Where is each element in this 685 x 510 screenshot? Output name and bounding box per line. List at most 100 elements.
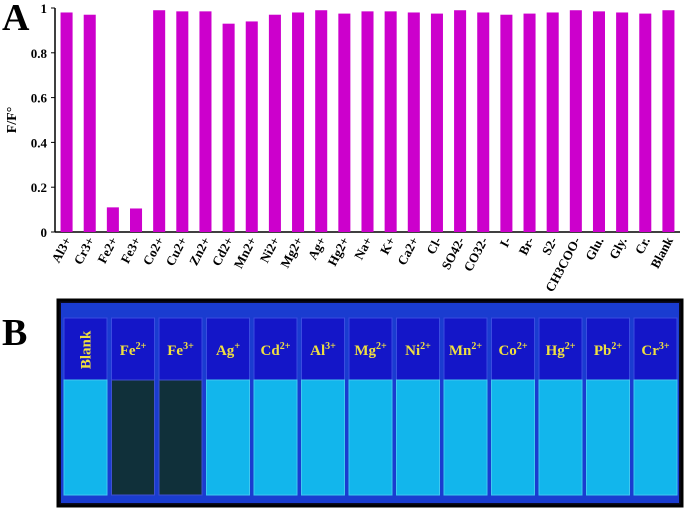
cuvette-top bbox=[396, 317, 440, 381]
bar bbox=[454, 10, 467, 232]
y-tick-label: 0 bbox=[41, 225, 48, 240]
panel-label: A bbox=[2, 0, 30, 39]
cuvette-top bbox=[158, 317, 203, 381]
bar bbox=[106, 207, 119, 232]
cuvette-label: Ni2+ bbox=[405, 341, 431, 359]
cuvette-top bbox=[111, 317, 155, 381]
bar bbox=[176, 11, 189, 232]
cuvette-top bbox=[538, 317, 583, 381]
bar bbox=[130, 208, 143, 232]
x-tick-label: Cu2+ bbox=[162, 234, 190, 268]
ion-symbol: Ni bbox=[405, 343, 420, 359]
y-tick-label: 0.2 bbox=[31, 180, 47, 195]
cuvette-label: Ag+ bbox=[216, 341, 240, 359]
x-tick-label: I- bbox=[496, 234, 514, 249]
x-tick-label: Mn2+ bbox=[230, 234, 259, 271]
bar bbox=[60, 12, 73, 233]
x-tick-label: Br- bbox=[515, 234, 537, 257]
bar bbox=[292, 12, 305, 233]
ion-charge: + bbox=[234, 341, 240, 352]
y-tick-label: 0.4 bbox=[31, 135, 48, 150]
cuvette-top bbox=[63, 317, 108, 381]
bar bbox=[361, 11, 374, 232]
y-tick-label: 0.6 bbox=[31, 91, 48, 106]
bar bbox=[407, 12, 420, 233]
ion-symbol: Hg bbox=[546, 343, 566, 359]
x-tick-label: S2- bbox=[539, 234, 561, 257]
cuvette-label: Hg2+ bbox=[546, 341, 576, 359]
cuvette-label: Cr3+ bbox=[641, 341, 670, 359]
panel-label: B bbox=[2, 312, 27, 354]
bar bbox=[500, 14, 513, 232]
x-tick-label: Cl- bbox=[423, 234, 444, 256]
x-tick-label: Cr. bbox=[632, 234, 653, 256]
cuvette-solution bbox=[63, 379, 108, 496]
x-tick-label: Ca2+ bbox=[394, 234, 421, 267]
cuvette-label: Blank bbox=[79, 330, 95, 369]
bar bbox=[523, 13, 536, 232]
bar bbox=[662, 10, 675, 232]
cuvette-top bbox=[253, 317, 298, 381]
bar bbox=[153, 10, 166, 232]
ion-symbol: Al bbox=[310, 343, 325, 359]
x-tick-label: Mg2+ bbox=[277, 234, 306, 270]
cuvette-solution bbox=[158, 379, 203, 496]
cuvette-top bbox=[206, 317, 250, 381]
cuvette-solution bbox=[443, 379, 488, 496]
ion-charge: 2+ bbox=[471, 341, 482, 352]
ion-symbol: Mg bbox=[354, 343, 376, 359]
bar bbox=[83, 14, 96, 232]
bar bbox=[222, 23, 235, 233]
bar bbox=[315, 10, 328, 232]
cuvette-label: Fe3+ bbox=[167, 341, 194, 359]
cuvette-solution bbox=[111, 379, 155, 496]
x-tick-label: Na+ bbox=[351, 234, 375, 262]
ion-symbol: Co bbox=[498, 343, 516, 359]
ion-charge: 2+ bbox=[280, 341, 291, 352]
ion-charge: 3+ bbox=[325, 341, 336, 352]
x-tick-label: Glu. bbox=[582, 234, 607, 262]
cuvette-top bbox=[491, 317, 535, 381]
cuvette-label: Mn2+ bbox=[449, 341, 483, 359]
y-tick-label: 1 bbox=[41, 1, 48, 16]
cuvette-label: Al3+ bbox=[310, 341, 336, 359]
ion-symbol: Cd bbox=[261, 343, 281, 359]
cuvette-label: Cd2+ bbox=[261, 341, 291, 359]
x-tick-label: Gly. bbox=[606, 234, 630, 261]
bar bbox=[430, 13, 443, 232]
cuvette-solution bbox=[396, 379, 440, 496]
cuvette-solution bbox=[348, 379, 393, 496]
x-tick-label: Blank bbox=[647, 234, 676, 271]
ion-charge: 3+ bbox=[183, 341, 194, 352]
bar bbox=[477, 12, 490, 233]
ion-symbol: Fe bbox=[120, 343, 136, 359]
cuvette-label: Pb2+ bbox=[594, 341, 623, 359]
ion-charge: 2+ bbox=[565, 341, 576, 352]
cuvette-top bbox=[443, 317, 488, 381]
x-tick-label: Cr3+ bbox=[70, 234, 97, 267]
cuvette-top bbox=[348, 317, 393, 381]
cuvette-solution bbox=[301, 379, 345, 496]
x-tick-label: Fe2+ bbox=[94, 234, 120, 265]
cuvette-label: Co2+ bbox=[498, 341, 527, 359]
ion-charge: 2+ bbox=[136, 341, 147, 352]
ion-symbol: Pb bbox=[594, 343, 612, 359]
cuvette-top bbox=[633, 317, 678, 381]
bar bbox=[384, 11, 397, 232]
bar bbox=[592, 11, 605, 232]
ion-symbol: Cr bbox=[641, 343, 659, 359]
cuvette-top bbox=[301, 317, 345, 381]
ion-charge: 2+ bbox=[376, 341, 387, 352]
ion-symbol: Fe bbox=[167, 343, 183, 359]
ion-symbol: Mn bbox=[449, 343, 472, 359]
cuvette-solution bbox=[253, 379, 298, 496]
ion-charge: 2+ bbox=[517, 341, 528, 352]
bar bbox=[245, 21, 258, 232]
cuvette-solution bbox=[491, 379, 535, 496]
bar bbox=[546, 12, 559, 233]
bar bbox=[199, 11, 212, 232]
bar bbox=[569, 10, 582, 232]
cuvette-label: Mg2+ bbox=[354, 341, 387, 359]
